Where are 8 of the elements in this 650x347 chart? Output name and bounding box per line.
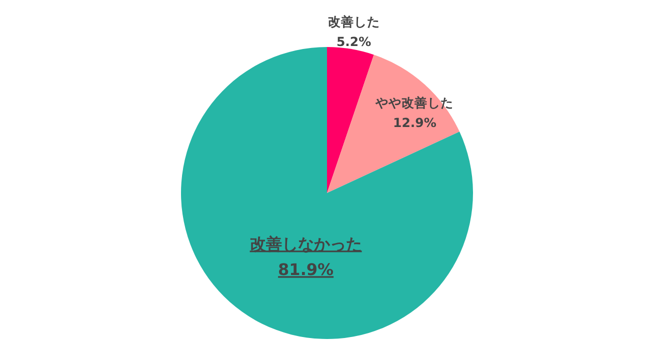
- slice-label: やや改善した: [374, 95, 454, 110]
- slice-label: 改善した: [328, 14, 380, 29]
- pie-slice: [327, 47, 374, 193]
- data-label: 5.2%: [336, 34, 372, 49]
- pie-slice: [181, 47, 473, 339]
- data-label: 81.9%: [278, 260, 334, 280]
- pie-slice: [327, 54, 460, 193]
- data-label: 12.9%: [393, 115, 437, 130]
